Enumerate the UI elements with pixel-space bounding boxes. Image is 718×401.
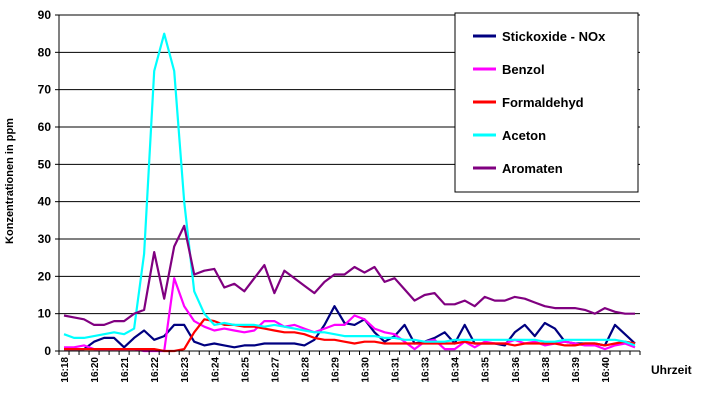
y-tick-label: 80 bbox=[38, 45, 52, 59]
x-tick-label: 16:23 bbox=[180, 357, 191, 383]
y-tick-label: 0 bbox=[44, 344, 51, 358]
x-tick-label: 16:30 bbox=[361, 357, 372, 383]
x-tick-label: 16:39 bbox=[571, 357, 582, 383]
y-axis-label: Konzentrationen in ppm bbox=[4, 118, 16, 244]
y-tick-label: 90 bbox=[38, 8, 52, 22]
x-tick-label: 16:18 bbox=[60, 357, 71, 383]
x-tick-labels: 16:18 16:20 16:21 16:22 16:23 16:24 16:25 16:27… bbox=[60, 357, 612, 383]
series-line bbox=[63, 32, 636, 347]
x-tick-label: 16:20 bbox=[90, 357, 101, 383]
x-tick-label: 16:22 bbox=[150, 357, 161, 383]
gridlines bbox=[59, 14, 640, 315]
x-tick-label: 16:34 bbox=[451, 357, 462, 383]
x-tick-label: 16:33 bbox=[421, 357, 432, 383]
legend-label: Benzol bbox=[502, 62, 545, 77]
x-axis-label: Uhrzeit bbox=[651, 363, 692, 377]
legend-label: Aromaten bbox=[502, 161, 563, 176]
y-tick-label: 60 bbox=[38, 120, 52, 134]
x-tick-label: 16:35 bbox=[481, 357, 492, 383]
x-tick-label: 16:38 bbox=[541, 357, 552, 383]
y-tick-label: 70 bbox=[38, 83, 52, 97]
y-tick-labels: 0 10 20 30 40 50 60 70 80 90 bbox=[38, 8, 52, 358]
x-tick-label: 16:28 bbox=[300, 357, 311, 383]
series-line bbox=[64, 277, 636, 353]
y-tick-label: 30 bbox=[38, 232, 52, 246]
y-tick-label: 50 bbox=[38, 157, 52, 171]
legend: Stickoxide - NOx Benzol Formaldehyd Aceton A… bbox=[454, 12, 639, 193]
x-tick-label: 16:31 bbox=[391, 357, 402, 383]
y-tick-label: 20 bbox=[38, 269, 52, 283]
series-line bbox=[64, 318, 636, 353]
y-tick-label: 10 bbox=[38, 307, 52, 321]
legend-label: Formaldehyd bbox=[502, 95, 584, 110]
axes bbox=[55, 14, 641, 355]
series-line bbox=[63, 224, 635, 326]
x-tick-label: 16:36 bbox=[511, 357, 522, 383]
series-line bbox=[64, 305, 636, 351]
x-tick-label: 16:21 bbox=[120, 357, 131, 383]
x-tick-label: 16:27 bbox=[270, 357, 281, 383]
x-tick-label: 16:40 bbox=[601, 357, 612, 383]
legend-label: Aceton bbox=[502, 128, 546, 143]
x-tick-label: 16:24 bbox=[210, 357, 221, 383]
x-tick-label: 16:25 bbox=[240, 357, 251, 383]
legend-label: Stickoxide - NOx bbox=[502, 29, 606, 44]
y-tick-label: 40 bbox=[38, 195, 52, 209]
x-tick-label: 16:29 bbox=[330, 357, 341, 383]
